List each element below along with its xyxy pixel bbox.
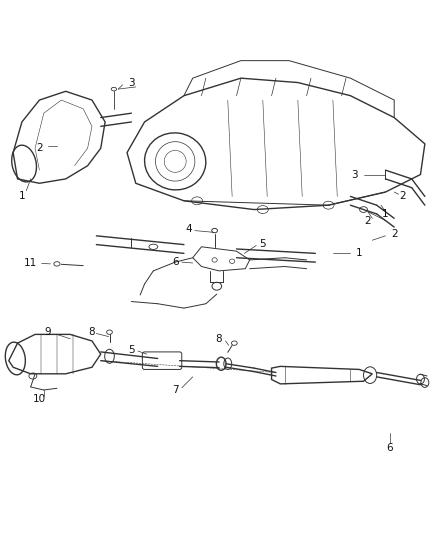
Text: 6: 6 <box>172 257 179 267</box>
Text: 3: 3 <box>128 77 135 87</box>
Ellipse shape <box>360 207 367 213</box>
Ellipse shape <box>212 229 217 233</box>
Ellipse shape <box>107 330 112 334</box>
Text: 10: 10 <box>33 394 46 404</box>
Text: 1: 1 <box>18 191 25 201</box>
Ellipse shape <box>54 262 60 266</box>
Text: 4: 4 <box>185 224 192 235</box>
Text: 6: 6 <box>386 443 393 453</box>
Text: 8: 8 <box>215 334 223 344</box>
Text: 5: 5 <box>259 239 266 249</box>
Text: 5: 5 <box>128 345 135 355</box>
Text: 3: 3 <box>351 169 358 180</box>
Text: 2: 2 <box>364 215 371 225</box>
Ellipse shape <box>231 341 237 345</box>
Text: 1: 1 <box>356 248 363 259</box>
Text: 8: 8 <box>88 327 95 337</box>
Text: 9: 9 <box>45 327 52 337</box>
Text: 2: 2 <box>36 143 43 154</box>
Text: 7: 7 <box>172 385 179 395</box>
Ellipse shape <box>111 87 117 91</box>
Text: 2: 2 <box>399 191 406 201</box>
Text: 2: 2 <box>391 229 398 239</box>
Text: 11: 11 <box>24 259 37 269</box>
Text: 1: 1 <box>382 209 389 219</box>
